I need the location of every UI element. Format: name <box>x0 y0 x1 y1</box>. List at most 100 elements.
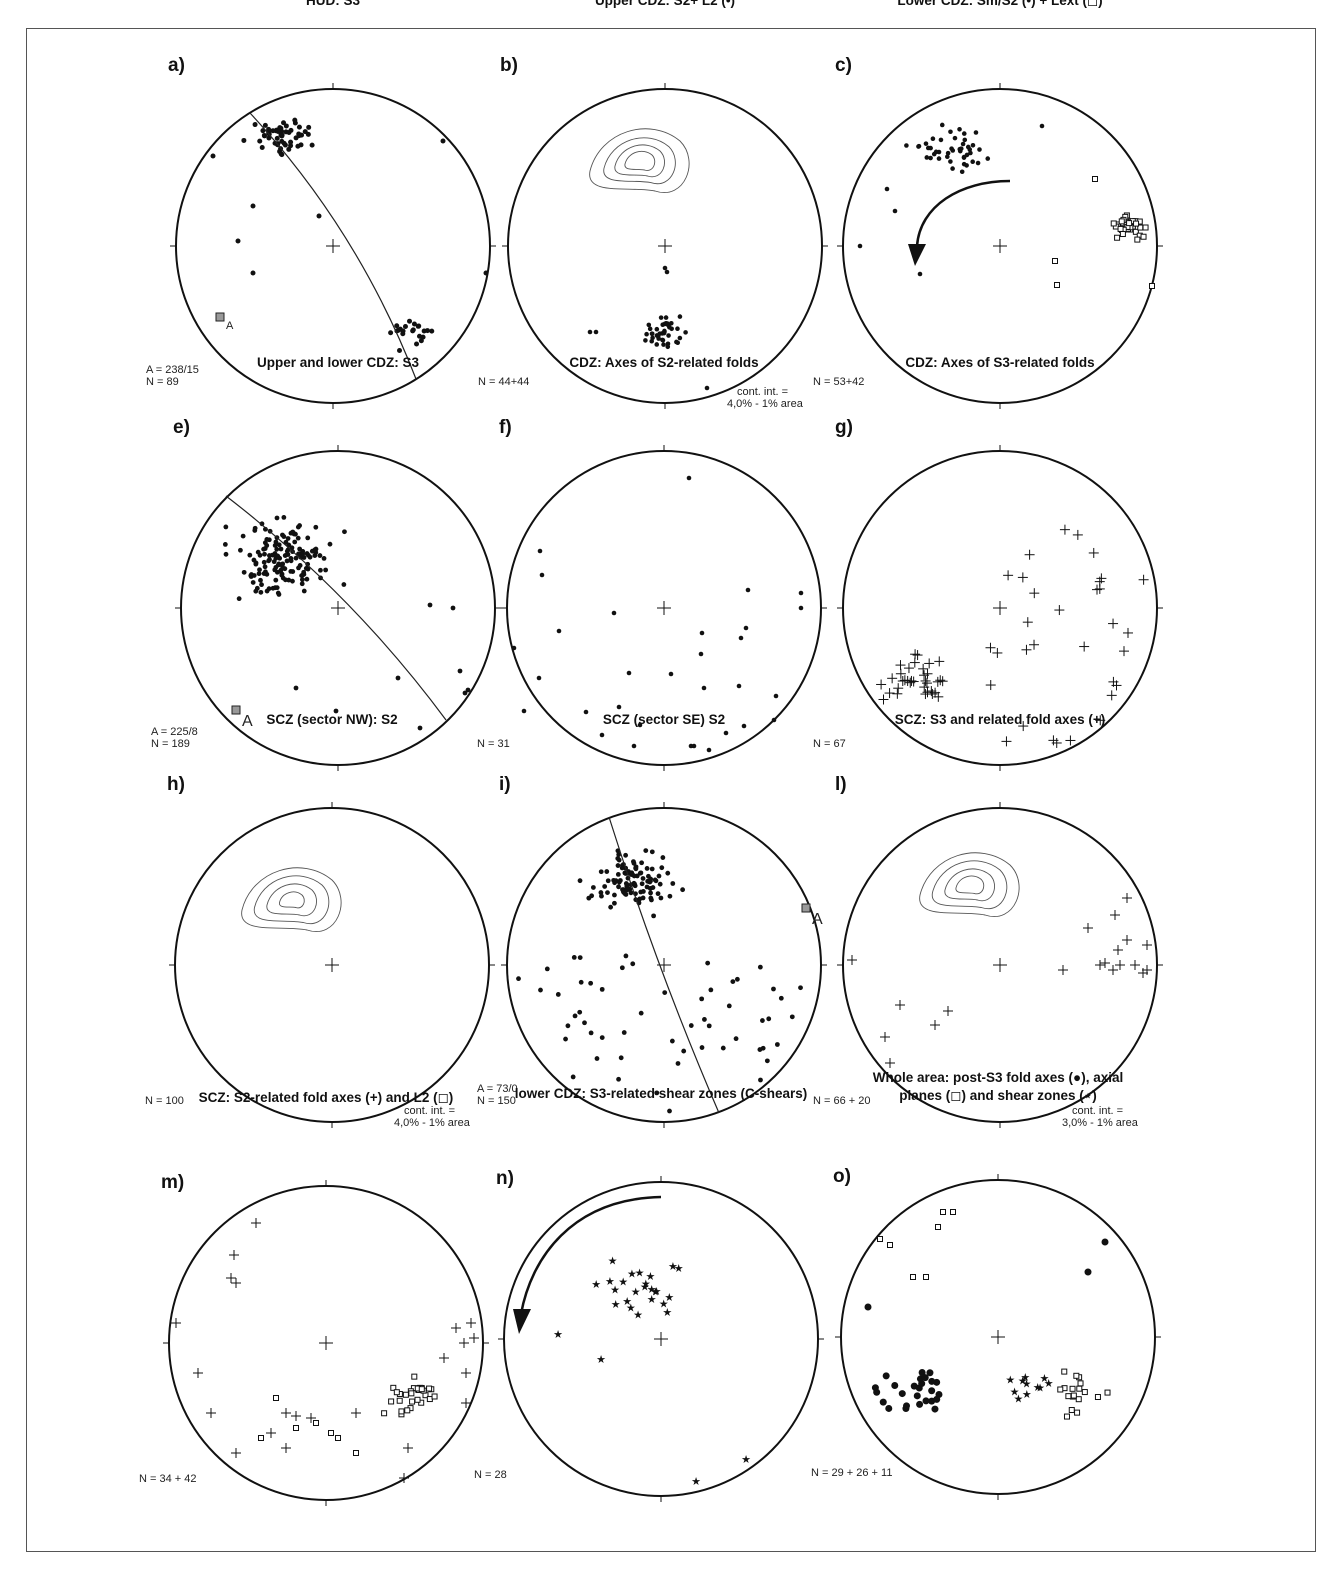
fold-axis-cross <box>1122 893 1132 903</box>
axial-plane-square <box>1063 1413 1070 1420</box>
pole-point <box>977 147 982 152</box>
pole-point <box>616 1076 621 1082</box>
pole-point <box>650 885 656 890</box>
axial-plane-square <box>1094 1394 1101 1401</box>
pole-point <box>279 152 285 158</box>
pole-point <box>677 314 683 319</box>
shear-zone-star: ★ <box>691 1476 701 1488</box>
pole-point <box>465 687 471 693</box>
lineation-square <box>408 1390 415 1397</box>
fold-axis-point <box>771 717 777 723</box>
contour-interval-label: 4,0% - 1% area <box>727 398 804 410</box>
lineation-square <box>1140 233 1147 240</box>
shear-zone-star: ★ <box>622 1296 632 1308</box>
pole-point <box>280 575 286 581</box>
axial-plane-square <box>877 1236 883 1242</box>
lineation-square <box>381 1410 388 1417</box>
fold-axis-cross <box>351 1408 361 1418</box>
pole-point <box>236 596 242 602</box>
fold-axis-cross <box>1018 721 1029 732</box>
fold-axis-dot <box>871 1384 879 1392</box>
pole-point <box>577 878 583 884</box>
pole-point <box>640 889 646 894</box>
pole-point <box>290 578 295 584</box>
lineation-square <box>335 1435 341 1441</box>
pole-point <box>666 333 671 338</box>
pole-point <box>290 529 296 535</box>
fold-axis-cross <box>985 680 996 691</box>
axial-plane-square <box>1070 1392 1077 1399</box>
pole-point <box>411 321 417 327</box>
fold-axis-dot <box>891 1382 899 1390</box>
fold-axis-cross <box>251 1218 261 1228</box>
density-contour <box>241 867 342 932</box>
pole-point <box>798 985 803 991</box>
fold-axis-cross <box>1022 617 1033 628</box>
pole-point <box>602 884 608 889</box>
pole-point <box>565 1023 571 1029</box>
pole-point <box>327 541 333 547</box>
lineation-square <box>1133 220 1140 227</box>
pole-point <box>662 328 667 334</box>
fold-axis-cross <box>912 650 923 661</box>
panel-letter: c) <box>835 55 852 76</box>
pole-point <box>256 571 262 577</box>
fold-axis-cross <box>266 1428 276 1438</box>
shear-zone-star: ★ <box>1044 1378 1054 1390</box>
lineation-square <box>431 1393 438 1400</box>
fold-axis-cross <box>1029 588 1040 599</box>
pole-point <box>655 891 661 897</box>
fold-axis-dot <box>898 1390 906 1398</box>
pole-point <box>657 881 663 887</box>
pole-point <box>647 879 653 885</box>
fold-axis-cross <box>229 1250 239 1260</box>
pole-point <box>255 549 261 555</box>
pole-point <box>675 326 680 332</box>
pole-point <box>395 675 401 681</box>
pole-point <box>266 135 272 141</box>
pole-point <box>948 129 953 135</box>
lineation-square <box>293 1425 299 1431</box>
pole-point <box>616 884 621 890</box>
fold-axis-cross <box>920 689 931 700</box>
pole-point <box>662 265 668 271</box>
pole-point <box>612 900 617 906</box>
pole-point <box>633 866 639 872</box>
axial-plane-square <box>1074 1409 1081 1416</box>
stereonet-panel-i: SCZ (sector SE) S2 i) A = 73/0N = 150 A <box>477 712 827 1128</box>
fold-axis-point <box>741 723 747 729</box>
pole-point <box>683 330 688 335</box>
fold-axis-cross <box>1024 549 1035 560</box>
pole-point <box>648 890 653 896</box>
fold-axis-point <box>611 610 617 616</box>
fold-axis-point <box>637 722 643 728</box>
pole-point <box>758 1077 763 1083</box>
pole-point <box>950 148 956 153</box>
pole-point <box>313 524 319 530</box>
pole-point <box>660 855 666 860</box>
pole-point <box>577 1009 583 1015</box>
pole-point <box>578 979 584 985</box>
pole-point <box>544 966 550 972</box>
fold-axis-cross <box>206 1408 216 1418</box>
lineation-square <box>1149 283 1155 289</box>
lineation-square <box>258 1435 264 1441</box>
pole-point <box>281 534 287 539</box>
pole-point <box>699 996 705 1002</box>
pole-point <box>241 569 247 575</box>
pole-point <box>288 568 294 574</box>
pole-point <box>857 243 863 249</box>
shear-zone-star: ★ <box>652 1286 662 1298</box>
pole-point <box>267 557 272 562</box>
fold-axis-cross <box>231 1448 241 1458</box>
pole-point <box>281 515 287 520</box>
shear-zone-star: ★ <box>641 1279 651 1291</box>
pole-point <box>275 553 281 559</box>
fold-axis-point <box>631 743 637 749</box>
pole-point <box>598 890 604 895</box>
pole-point <box>210 153 216 159</box>
pole-point <box>388 330 394 336</box>
pole-point <box>674 339 679 345</box>
fold-axis-cross <box>895 668 906 679</box>
pole-point <box>462 690 468 696</box>
